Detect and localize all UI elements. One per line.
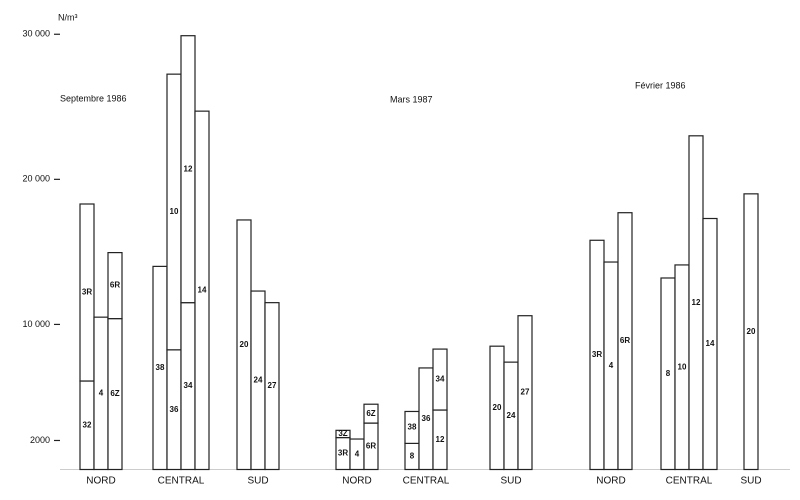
panel-title: Mars 1987 [390, 94, 433, 104]
bar-segment [702, 217, 718, 471]
y-tick-label: 20 000 [22, 174, 50, 184]
segment-label: 20 [747, 327, 756, 336]
segment-label: 34 [184, 381, 193, 390]
segment-label: 4 [355, 449, 360, 458]
group-label: SUD [500, 476, 521, 487]
segment-label: 36 [422, 414, 431, 423]
segment-label: 14 [198, 285, 207, 294]
group-label: NORD [86, 476, 115, 487]
segment-label: 36 [170, 405, 179, 414]
y-tick-label: 10 000 [22, 319, 50, 329]
segment-label: 20 [493, 403, 502, 412]
bar-segment [194, 110, 210, 471]
bar-segment [335, 429, 351, 439]
segment-label: 12 [692, 298, 701, 307]
segment-label: 27 [268, 381, 277, 390]
segment-label: 20 [240, 340, 249, 349]
group-label: NORD [596, 476, 625, 487]
segment-label: 6R [110, 281, 120, 290]
bar-segment [363, 403, 379, 424]
segment-label: 34 [436, 375, 445, 384]
segment-label: 3R [592, 350, 602, 359]
y-tick-label: 2000 [30, 435, 50, 445]
segment-label: 27 [521, 388, 530, 397]
group-label: CENTRAL [666, 476, 713, 487]
segment-label: 6Z [366, 409, 375, 418]
segment-label: 12 [436, 435, 445, 444]
panel-title: Février 1986 [635, 80, 686, 90]
y-tick-label: 30 000 [22, 29, 50, 39]
group-label: NORD [342, 476, 371, 487]
bar-segment [617, 212, 633, 471]
segment-label: 24 [254, 375, 263, 384]
bar-segment [517, 315, 533, 471]
segment-label: 3R [82, 288, 92, 297]
segment-label: 6R [366, 441, 376, 450]
panel-title: Septembre 1986 [60, 93, 127, 103]
segment-label: 4 [609, 361, 614, 370]
bar-segment [79, 203, 95, 382]
segment-label: 3Z [338, 429, 347, 438]
segment-label: 38 [156, 363, 165, 372]
bar-segment [432, 348, 448, 411]
bar-segment [743, 193, 759, 471]
segment-label: 12 [184, 164, 193, 173]
group-label: CENTRAL [158, 476, 205, 487]
segment-label: 24 [507, 411, 516, 420]
segment-label: 14 [706, 339, 715, 348]
y-unit: N/m³ [58, 12, 78, 22]
bar-segment [264, 302, 280, 471]
segment-label: 38 [408, 423, 417, 432]
bar-segment [107, 252, 123, 320]
segment-label: 6Z [110, 389, 119, 398]
segment-label: 10 [170, 207, 179, 216]
segment-label: 8 [410, 452, 415, 461]
segment-label: 6R [620, 336, 630, 345]
group-label: SUD [740, 476, 761, 487]
segment-label: 4 [99, 388, 104, 397]
segment-label: 32 [83, 420, 92, 429]
segment-label: 10 [678, 362, 687, 371]
group-label: SUD [247, 476, 268, 487]
group-label: CENTRAL [403, 476, 450, 487]
segment-label: 3R [338, 449, 348, 458]
segment-label: 8 [666, 369, 671, 378]
